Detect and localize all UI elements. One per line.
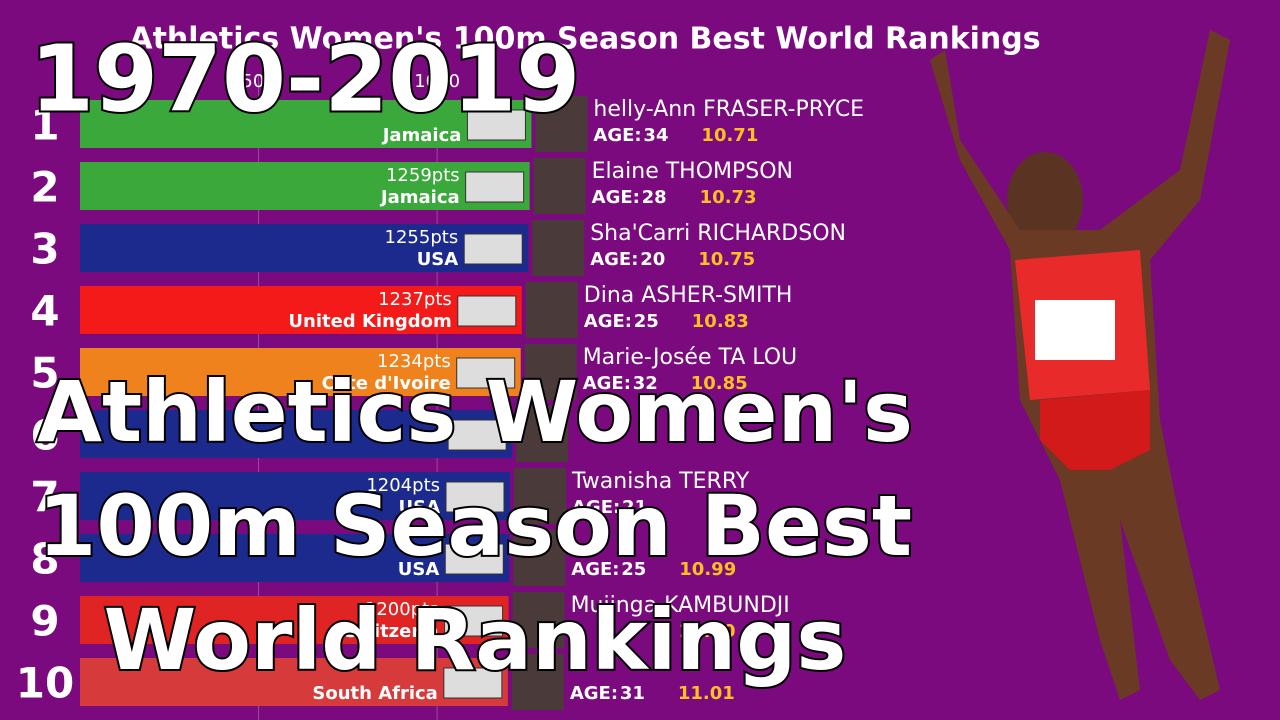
bar — [80, 658, 508, 706]
time-value: 10.83 — [692, 311, 749, 332]
age-prefix: AGE: — [593, 125, 641, 146]
country-label: Jamaica — [379, 187, 460, 208]
country-label: Jamaica — [381, 125, 462, 146]
flag — [466, 109, 526, 141]
flag — [443, 667, 503, 699]
value-label: 1259pts — [386, 165, 460, 186]
age-prefix: AGE: — [584, 311, 632, 332]
flag — [457, 295, 517, 327]
athlete-thumb — [525, 282, 578, 338]
rank-label: 9 — [30, 597, 59, 646]
athlete-thumb — [532, 220, 585, 276]
age-prefix: AGE: — [583, 373, 631, 394]
athlete-thumb — [535, 96, 588, 152]
time-value: 10.73 — [700, 187, 757, 208]
athlete-thumb — [514, 468, 566, 524]
value-label: 1204pts — [366, 475, 440, 496]
athlete-thumb — [533, 158, 586, 214]
rank-label: 1 — [30, 101, 59, 150]
chart-title: Athletics Women's 100m Season Best World… — [129, 22, 1040, 57]
athlete-name: Marie-Josée TA LOU — [583, 345, 797, 370]
age-value: 31 — [620, 683, 645, 704]
age-value: 25 — [634, 311, 659, 332]
age-value: 25 — [621, 559, 646, 580]
athlete-thumb — [513, 530, 566, 586]
country-label: South Africa — [312, 683, 437, 704]
age-value: 34 — [643, 125, 668, 146]
country-label: USA — [398, 497, 440, 518]
athlete-thumb — [511, 654, 564, 710]
time-value: 10.71 — [701, 125, 758, 146]
age-prefix: AGE: — [590, 249, 638, 270]
athlete-name: Mujinga KAMBUNDJI — [571, 593, 790, 618]
flag — [463, 233, 523, 265]
value-label: 1200pts — [365, 599, 439, 620]
age-value: 21 — [622, 497, 647, 518]
value-label: 1255pts — [385, 227, 459, 248]
athlete-photo — [930, 30, 1230, 700]
athlete-thumb — [516, 406, 569, 462]
country-label: Switzerla — [344, 621, 438, 642]
age-prefix: AGE: — [572, 497, 620, 518]
athlete-name: Sha'Carri RICHARDSON — [590, 221, 846, 246]
country-label: USA — [398, 559, 440, 580]
flag — [456, 357, 516, 389]
value-label: 1234pts — [377, 351, 451, 372]
time-value: 11.01 — [678, 683, 735, 704]
flag — [444, 543, 504, 575]
time-value: 10.75 — [698, 249, 755, 270]
age-value: 20 — [640, 249, 665, 270]
bar — [80, 162, 530, 210]
time-value: 10.99 — [679, 559, 736, 580]
athlete-name: helly-Ann FRASER-PRYCE — [593, 97, 864, 122]
value-label: 1237pts — [378, 289, 452, 310]
country-label: United Kingdom — [288, 311, 451, 332]
time-value: 10.85 — [691, 373, 748, 394]
athlete-name: Twanisha TERRY — [571, 469, 750, 494]
rank-label: 8 — [30, 535, 59, 584]
bar — [80, 100, 532, 148]
time-value: 11.00 — [679, 621, 736, 642]
rank-label: 10 — [16, 659, 74, 708]
flag — [444, 605, 504, 637]
rank-label: 4 — [30, 287, 59, 336]
rank-label: 5 — [30, 349, 59, 398]
x-tick-label: 500 — [241, 71, 275, 92]
country-label: Cote d'Ivoire — [322, 373, 451, 394]
athlete-name: Elaine THOMPSON — [592, 159, 793, 184]
age-value: 32 — [633, 373, 658, 394]
bar — [80, 596, 509, 644]
flag — [445, 481, 505, 513]
flag — [447, 419, 507, 451]
bar — [80, 224, 529, 272]
age-prefix: AGE: — [571, 559, 619, 580]
age-value: 28 — [642, 187, 667, 208]
rank-label: 3 — [30, 225, 59, 274]
x-tick-label: 1000 — [414, 71, 460, 92]
country-label: USA — [417, 249, 459, 270]
rank-label: 2 — [30, 163, 59, 212]
bar — [80, 534, 510, 582]
bar — [80, 410, 513, 458]
athlete-thumb — [512, 592, 565, 648]
bar — [80, 286, 522, 334]
athlete-thumb — [524, 344, 577, 400]
bar — [80, 472, 510, 520]
age-prefix: AGE: — [592, 187, 640, 208]
flag — [465, 171, 525, 203]
rank-label: 6 — [30, 411, 59, 460]
rank-label: 7 — [30, 473, 59, 522]
athlete-name: Dina ASHER-SMITH — [584, 283, 793, 308]
age-prefix: AGE: — [570, 683, 618, 704]
bar — [80, 348, 521, 396]
